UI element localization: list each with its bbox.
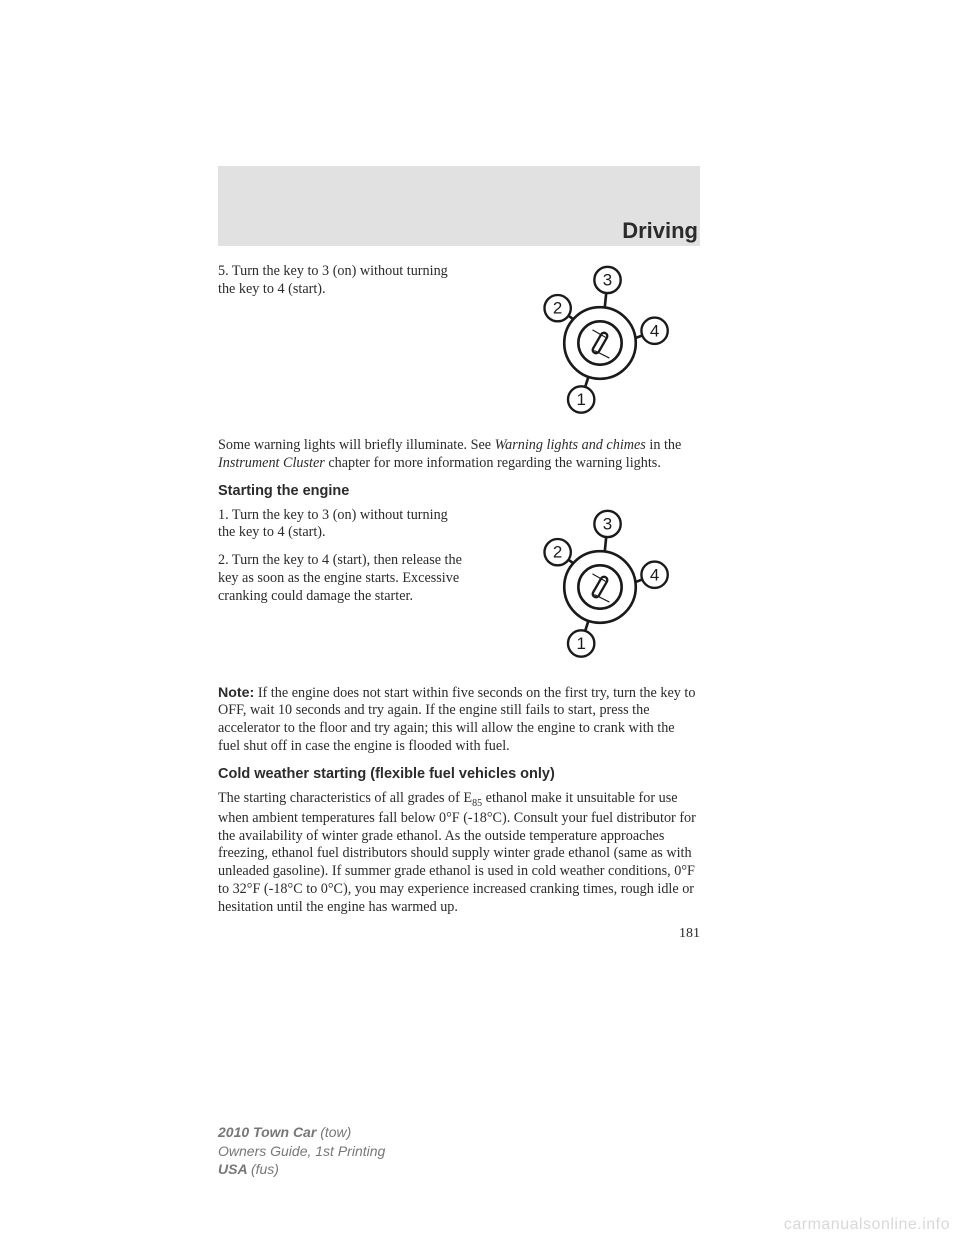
content-area: 5. Turn the key to 3 (on) without turnin…	[218, 263, 700, 956]
svg-text:1: 1	[576, 633, 585, 652]
starting-engine-heading: Starting the engine	[218, 483, 700, 499]
warning-mid: in the	[646, 437, 681, 453]
footer-line1-bold: 2010 Town Car	[218, 1124, 320, 1140]
warning-ital2: Instrument Cluster	[218, 455, 325, 471]
svg-text:2: 2	[553, 299, 562, 318]
starting-row: 1. Turn the key to 3 (on) without turnin…	[218, 507, 700, 667]
page: Driving 5. Turn the key to 3 (on) withou…	[0, 0, 960, 1242]
starting-text-col: 1. Turn the key to 3 (on) without turnin…	[218, 507, 464, 616]
page-number: 181	[218, 926, 700, 942]
section-title: Driving	[622, 218, 698, 244]
watermark: carmanualsonline.info	[784, 1216, 950, 1234]
footer-line3-bold: USA	[218, 1161, 251, 1177]
footer-line3-ital: (fus)	[251, 1161, 279, 1177]
footer-line1-ital: (tow)	[320, 1124, 351, 1140]
footer-meta: 2010 Town Car (tow) Owners Guide, 1st Pr…	[218, 1123, 385, 1178]
note-body: If the engine does not start within five…	[218, 685, 695, 754]
svg-text:1: 1	[576, 390, 585, 409]
warning-post: chapter for more information regarding t…	[325, 455, 661, 471]
step5-row: 5. Turn the key to 3 (on) without turnin…	[218, 263, 700, 423]
cold-pre: The starting characteristics of all grad…	[218, 790, 472, 806]
svg-text:3: 3	[603, 270, 612, 289]
cold-weather-heading: Cold weather starting (flexible fuel veh…	[218, 766, 700, 782]
footer-line2: Owners Guide, 1st Printing	[218, 1142, 385, 1160]
warning-ital1: Warning lights and chimes	[495, 437, 646, 453]
footer-line1: 2010 Town Car (tow)	[218, 1123, 385, 1141]
start-step2: 2. Turn the key to 4 (start), then relea…	[218, 552, 464, 605]
step5-text-col: 5. Turn the key to 3 (on) without turnin…	[218, 263, 464, 309]
cold-sub: 85	[472, 797, 482, 808]
svg-text:2: 2	[553, 542, 562, 561]
cold-weather-para: The starting characteristics of all grad…	[218, 790, 700, 917]
ignition-diagram-1: 1 2 3 4	[500, 263, 700, 423]
step5-text: 5. Turn the key to 3 (on) without turnin…	[218, 263, 464, 299]
note-para: Note: If the engine does not start withi…	[218, 685, 700, 756]
start-step1: 1. Turn the key to 3 (on) without turnin…	[218, 507, 464, 543]
note-label: Note:	[218, 685, 254, 701]
ignition-diagram-2: 1 2 3 4	[500, 507, 700, 667]
cold-post: ethanol make it unsuitable for use when …	[218, 790, 696, 915]
svg-text:4: 4	[650, 321, 659, 340]
svg-text:4: 4	[650, 565, 659, 584]
svg-text:3: 3	[603, 514, 612, 533]
footer-line3: USA (fus)	[218, 1160, 385, 1178]
warning-pre: Some warning lights will briefly illumin…	[218, 437, 495, 453]
warning-lights-para: Some warning lights will briefly illumin…	[218, 437, 700, 473]
